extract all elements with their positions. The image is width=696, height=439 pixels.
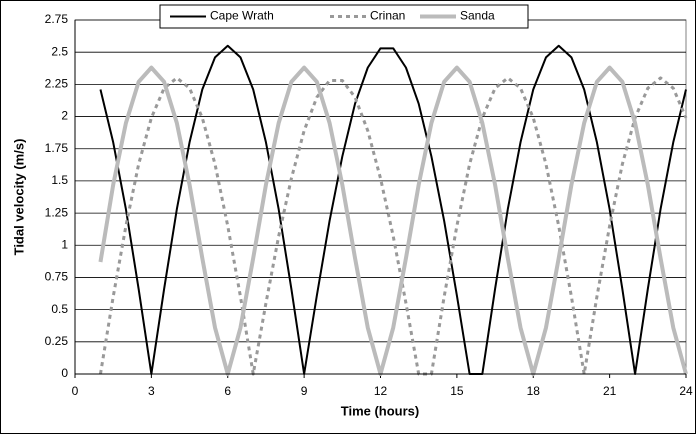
x-tick-label: 15: [450, 384, 464, 398]
y-tick-label: 2.25: [45, 77, 69, 91]
x-tick-label: 6: [224, 384, 231, 398]
legend-label: Cape Wrath: [210, 9, 274, 23]
x-tick-label: 3: [148, 384, 155, 398]
legend-label: Crinan: [370, 9, 405, 23]
legend-box: [159, 4, 529, 29]
x-tick-label: 9: [301, 384, 308, 398]
x-tick-label: 21: [603, 384, 617, 398]
y-tick-label: 0: [61, 366, 68, 380]
y-tick-label: 0.25: [45, 334, 69, 348]
y-tick-label: 1.5: [51, 173, 68, 187]
series-line: [98, 76, 688, 376]
y-tick-label: 2.75: [45, 12, 69, 26]
x-tick-label: 12: [374, 384, 388, 398]
y-axis-title: Tidal velocity (m/s): [11, 139, 26, 256]
series-line: [98, 65, 688, 376]
y-tick-label: 2: [61, 109, 68, 123]
y-tick-label: 1: [61, 237, 68, 251]
y-tick-label: 0.75: [45, 270, 69, 284]
x-tick-label: 0: [72, 384, 79, 398]
x-tick-label: 24: [679, 384, 693, 398]
x-axis-title: Time (hours): [341, 403, 420, 418]
y-tick-label: 1.25: [45, 205, 69, 219]
y-tick-label: 1.75: [45, 141, 69, 155]
legend-label: Sanda: [460, 9, 495, 23]
plot-area: [74, 19, 687, 375]
y-tick-label: 0.5: [51, 302, 68, 316]
x-tick-label: 18: [527, 384, 541, 398]
y-tick-label: 2.5: [51, 44, 68, 58]
